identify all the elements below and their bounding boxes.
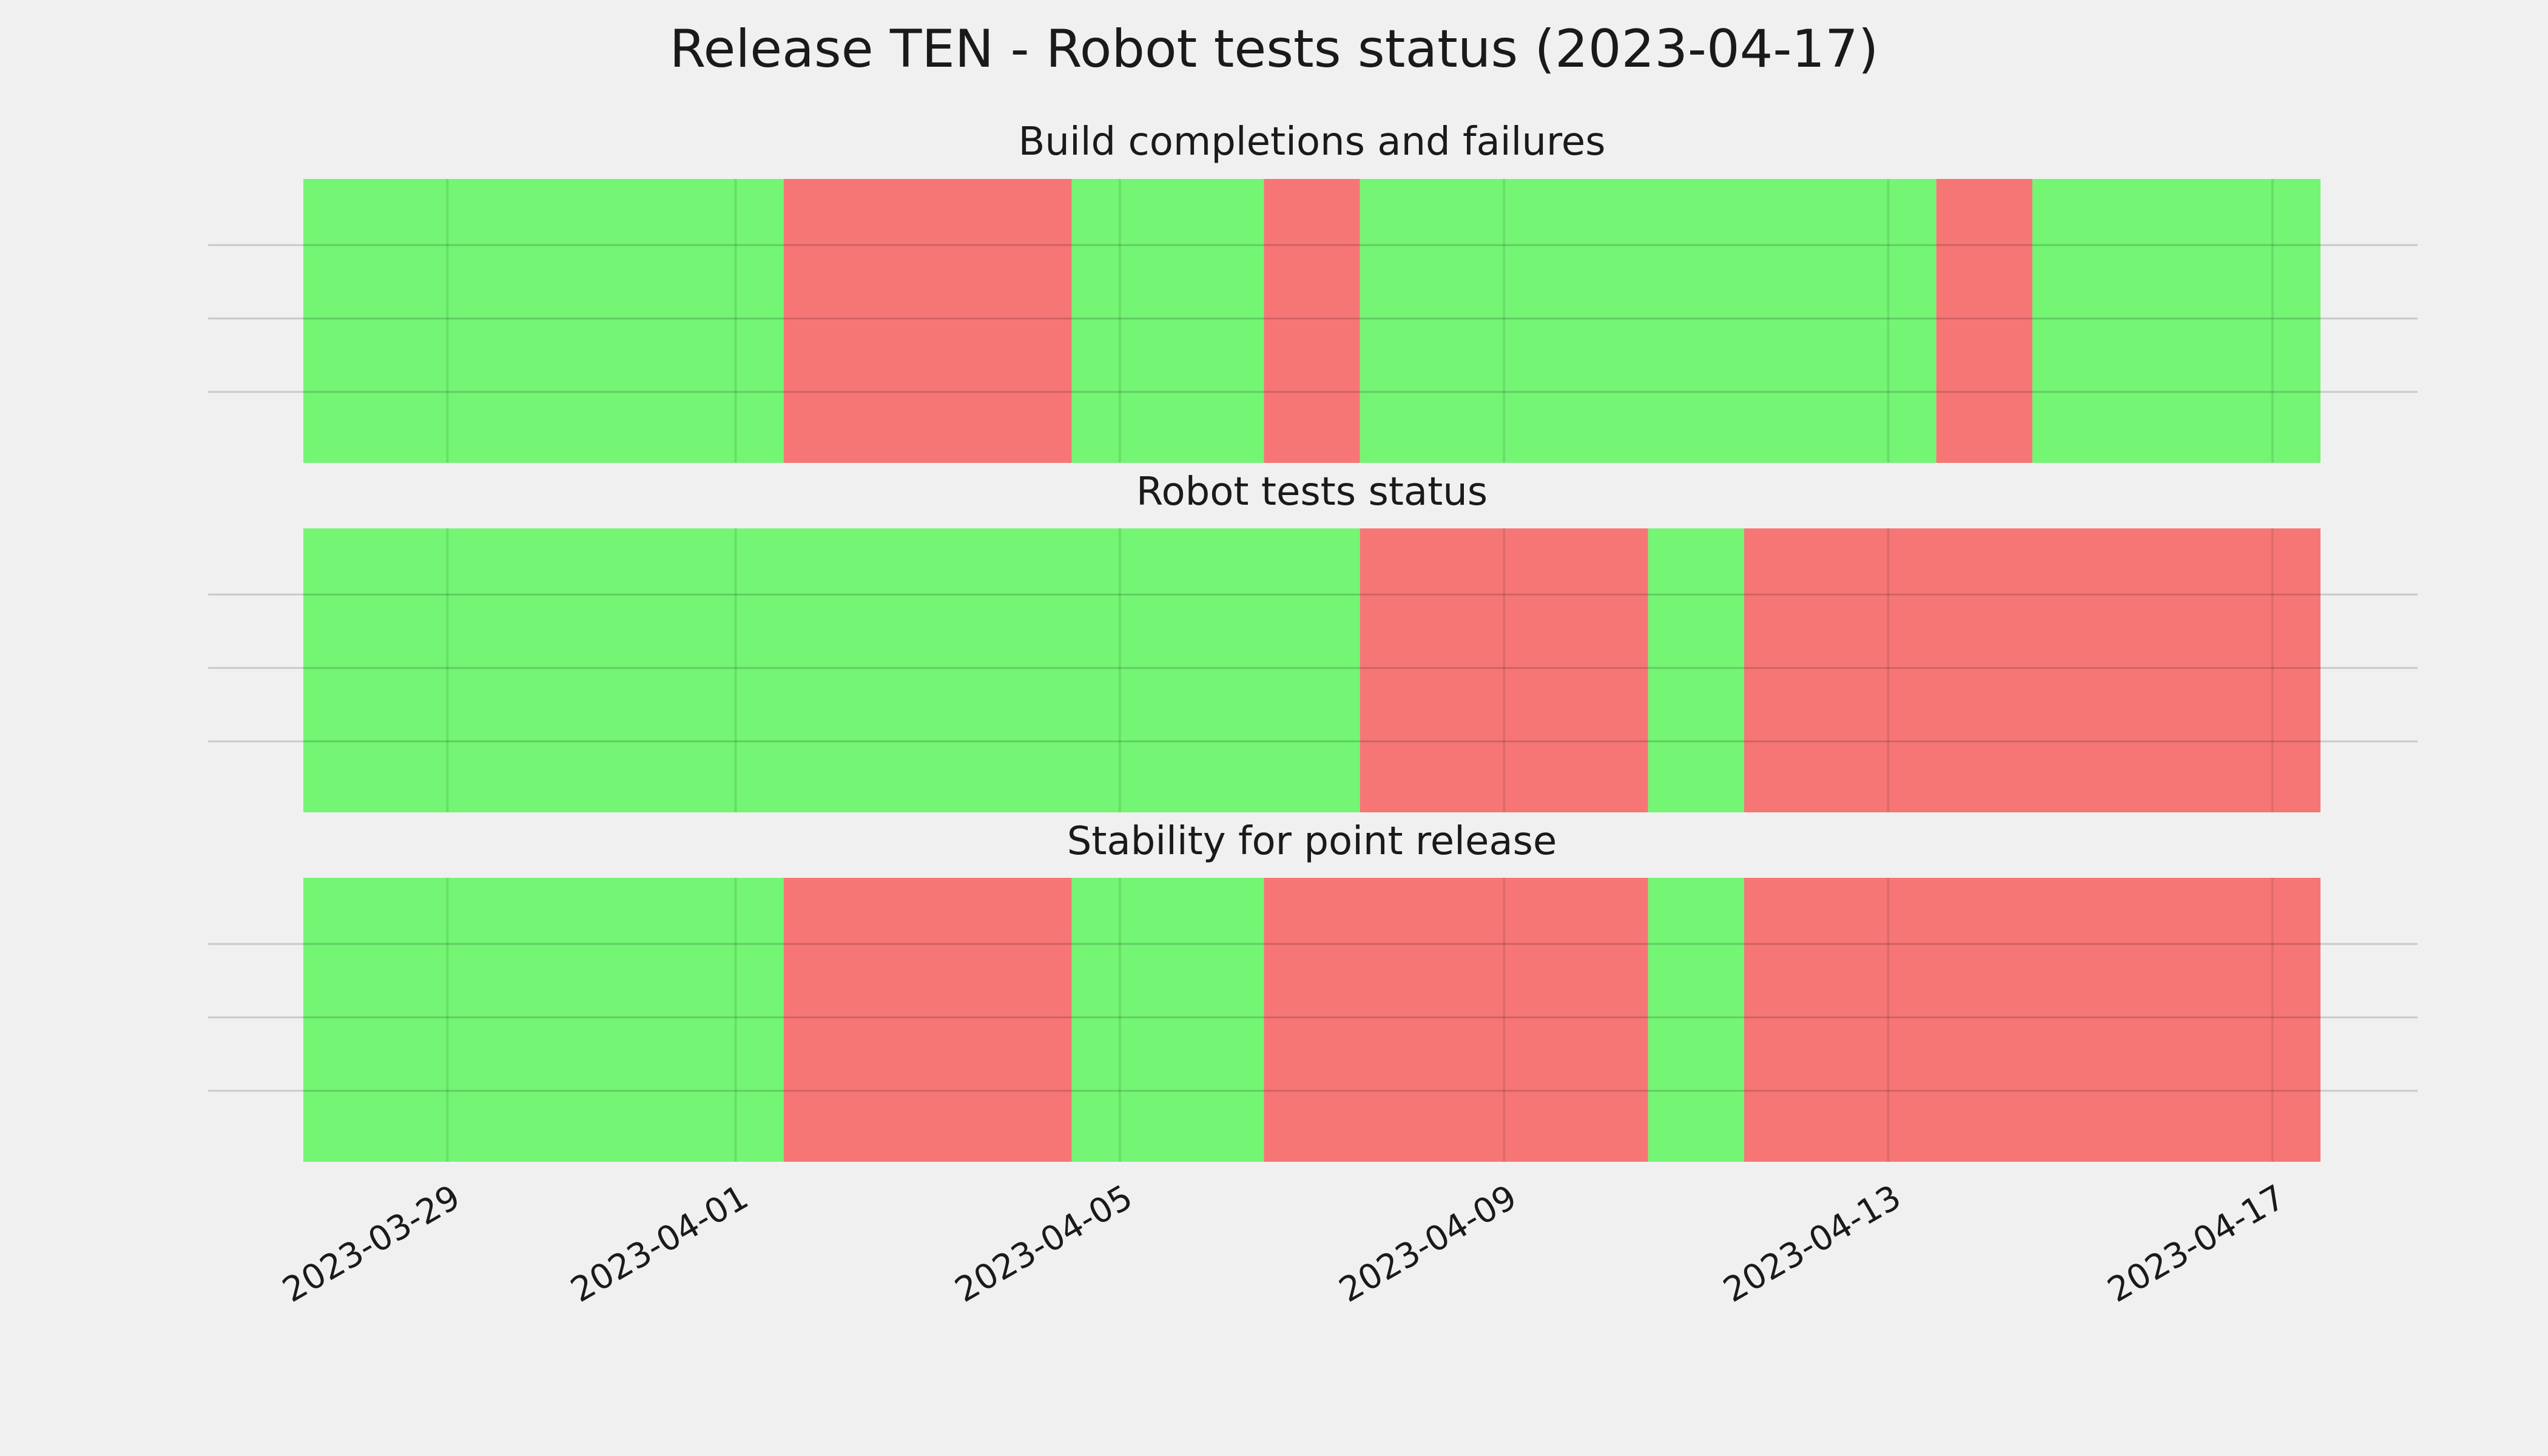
panel-build-completions-and-failures: Build completions and failures <box>208 120 2418 463</box>
status-segment-fail <box>783 179 1072 463</box>
status-segment-fail <box>1264 878 1648 1162</box>
status-segment-pass <box>303 179 784 463</box>
status-segment-pass <box>303 528 1360 812</box>
status-segment-pass <box>1360 179 1936 463</box>
panels-group: Build completions and failures Robot test… <box>208 120 2418 1162</box>
panel-title: Build completions and failures <box>1019 120 1606 164</box>
panel-robot-tests-status: Robot tests status <box>208 470 2418 812</box>
status-segment-fail <box>1744 878 2320 1162</box>
status-segment-fail <box>1360 528 1648 812</box>
chart-title: Release TEN - Robot tests status (2023-0… <box>670 19 1879 79</box>
panel-title: Stability for point release <box>1067 819 1557 864</box>
status-segment-pass <box>303 878 784 1162</box>
status-segment-fail <box>1744 528 2320 812</box>
status-segment-pass <box>1648 528 1744 812</box>
panel-stability-for-point-release: Stability for point release <box>208 819 2418 1162</box>
status-segment-fail <box>783 878 1072 1162</box>
status-segment-fail <box>1264 179 1360 463</box>
status-segment-pass <box>1071 179 1264 463</box>
panel-title: Robot tests status <box>1136 470 1488 514</box>
status-segment-pass <box>2032 179 2320 463</box>
status-segment-pass <box>1071 878 1264 1162</box>
status-segment-pass <box>1648 878 1744 1162</box>
status-segment-fail <box>1936 179 2032 463</box>
